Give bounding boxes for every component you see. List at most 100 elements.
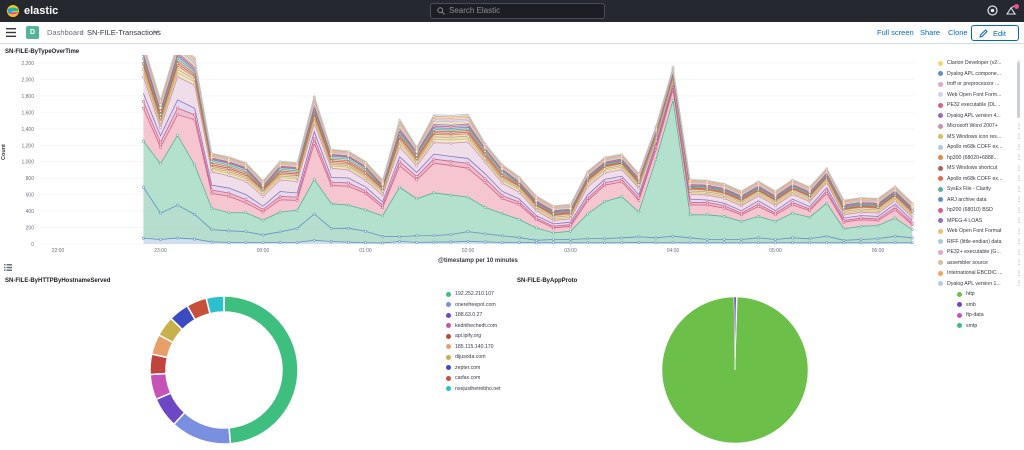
data-point[interactable] <box>671 241 675 245</box>
data-point[interactable] <box>159 238 162 241</box>
data-point[interactable] <box>620 195 624 199</box>
data-point[interactable] <box>500 240 504 244</box>
data-point[interactable] <box>688 236 692 240</box>
data-point[interactable] <box>329 166 333 170</box>
data-point[interactable] <box>774 211 777 215</box>
data-point[interactable] <box>722 215 726 218</box>
data-point[interactable] <box>347 240 350 244</box>
data-point[interactable] <box>483 232 487 236</box>
data-point[interactable] <box>159 145 162 149</box>
data-point[interactable] <box>842 227 846 231</box>
data-point[interactable] <box>757 215 760 218</box>
data-point[interactable] <box>347 181 350 185</box>
data-point[interactable] <box>552 238 555 241</box>
data-point[interactable] <box>329 226 333 230</box>
data-point[interactable] <box>193 113 197 117</box>
legend-item[interactable]: 188.63.0.27 <box>446 310 501 321</box>
data-point[interactable] <box>757 194 760 198</box>
data-point[interactable] <box>893 208 897 212</box>
data-point[interactable] <box>312 238 316 242</box>
data-point[interactable] <box>364 189 367 193</box>
legend-options-icon[interactable]: ⋮ <box>1016 218 1022 225</box>
data-point[interactable] <box>603 241 607 245</box>
data-point[interactable] <box>842 213 846 217</box>
data-point[interactable] <box>415 197 419 201</box>
data-point[interactable] <box>295 175 299 179</box>
data-point[interactable] <box>244 198 248 201</box>
data-point[interactable] <box>483 177 487 180</box>
data-point[interactable] <box>449 193 453 197</box>
data-point[interactable] <box>329 180 333 184</box>
data-point[interactable] <box>637 210 641 214</box>
data-point[interactable] <box>654 236 658 240</box>
legend-item[interactable]: hp300 (68020+6888... ⋮ <box>938 153 1022 164</box>
data-point[interactable] <box>705 238 709 241</box>
data-point[interactable] <box>176 203 179 207</box>
data-point[interactable] <box>244 211 248 215</box>
data-point[interactable] <box>278 195 282 198</box>
elastic-logo[interactable]: elastic <box>6 4 58 18</box>
data-point[interactable] <box>500 197 504 201</box>
data-point[interactable] <box>859 207 863 211</box>
data-point[interactable] <box>415 157 419 160</box>
data-point[interactable] <box>381 206 384 210</box>
data-point[interactable] <box>654 241 658 245</box>
pie-chart[interactable] <box>655 290 820 450</box>
data-point[interactable] <box>517 218 521 221</box>
data-point[interactable] <box>620 178 624 181</box>
data-point[interactable] <box>534 216 538 220</box>
legend-options-icon[interactable]: ⋮ <box>1016 260 1022 267</box>
data-point[interactable] <box>398 164 402 168</box>
help-icon[interactable] <box>987 5 998 16</box>
data-point[interactable] <box>825 241 829 245</box>
data-point[interactable] <box>449 141 453 145</box>
data-point[interactable] <box>227 174 231 178</box>
inspect-icon[interactable] <box>4 264 12 271</box>
data-point[interactable] <box>757 205 760 208</box>
data-point[interactable] <box>312 212 316 216</box>
data-point[interactable] <box>876 208 880 212</box>
legend-item[interactable]: PE32 executable (DL...⋮ <box>938 100 1022 111</box>
data-point[interactable] <box>910 215 914 219</box>
data-point[interactable] <box>364 208 367 212</box>
data-point[interactable] <box>500 194 504 197</box>
data-point[interactable] <box>312 136 316 140</box>
data-point[interactable] <box>569 238 572 241</box>
search-input[interactable]: Search Elastic <box>430 3 605 19</box>
data-point[interactable] <box>381 241 384 245</box>
data-point[interactable] <box>398 185 402 189</box>
data-point[interactable] <box>876 211 880 215</box>
legend-options-icon[interactable]: ⋮ <box>1016 123 1022 130</box>
legend-item[interactable]: RIFF (little-endian) data ⋮ <box>938 237 1022 248</box>
data-point[interactable] <box>808 215 812 219</box>
data-point[interactable] <box>757 202 760 206</box>
data-point[interactable] <box>842 238 846 242</box>
data-point[interactable] <box>688 241 692 245</box>
data-point[interactable] <box>603 181 607 185</box>
data-point[interactable] <box>500 177 504 181</box>
data-point[interactable] <box>244 175 248 179</box>
data-point[interactable] <box>159 162 162 166</box>
pie-slice[interactable] <box>734 296 738 371</box>
data-point[interactable] <box>227 211 231 215</box>
data-point[interactable] <box>398 240 402 243</box>
data-point[interactable] <box>552 224 555 228</box>
legend-item[interactable]: 185.115.140.170 <box>446 342 501 353</box>
data-point[interactable] <box>176 236 179 240</box>
data-point[interactable] <box>466 195 470 199</box>
data-point[interactable] <box>159 126 162 129</box>
data-point[interactable] <box>244 201 248 205</box>
data-point[interactable] <box>705 213 709 217</box>
data-point[interactable] <box>534 238 538 242</box>
data-point[interactable] <box>910 228 914 232</box>
data-point[interactable] <box>688 213 692 217</box>
data-point[interactable] <box>364 174 367 178</box>
newsfeed-icon[interactable] <box>1006 5 1017 16</box>
data-point[interactable] <box>722 206 726 210</box>
data-point[interactable] <box>842 210 846 213</box>
legend-item[interactable]: smtp <box>957 321 984 332</box>
data-point[interactable] <box>347 184 350 188</box>
data-point[interactable] <box>329 184 333 187</box>
legend-item[interactable]: MS Windows shortcut ⋮ <box>938 163 1022 174</box>
data-point[interactable] <box>500 181 504 185</box>
